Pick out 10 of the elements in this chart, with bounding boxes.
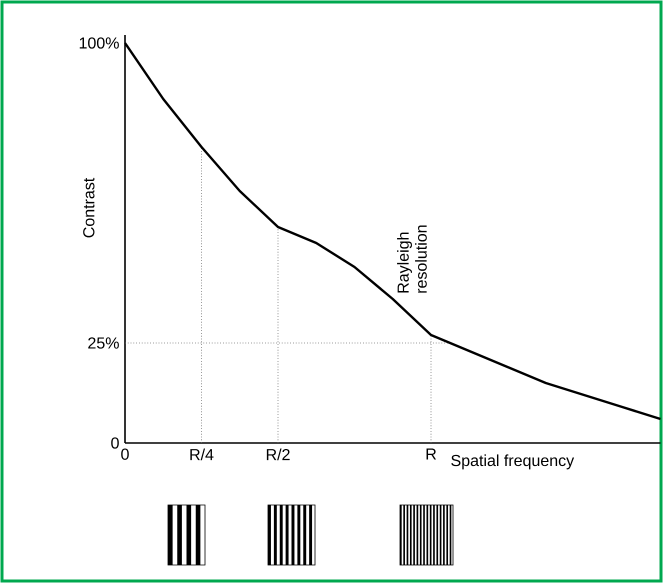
annotation: Rayleigh resolution xyxy=(397,225,427,293)
x-tick-label: R xyxy=(426,448,436,460)
x-tick-label: R/4 xyxy=(190,448,214,460)
y-tick-label: 25% xyxy=(88,337,119,349)
x-tick-label: R/2 xyxy=(266,448,290,460)
x-axis-title: Spatial frequency xyxy=(451,454,574,470)
y-tick-label: 100% xyxy=(80,37,119,49)
x-tick-label: 0 xyxy=(121,448,129,460)
y-tick-label: 0 xyxy=(111,437,119,449)
y-axis-title: Contrast xyxy=(83,178,94,238)
